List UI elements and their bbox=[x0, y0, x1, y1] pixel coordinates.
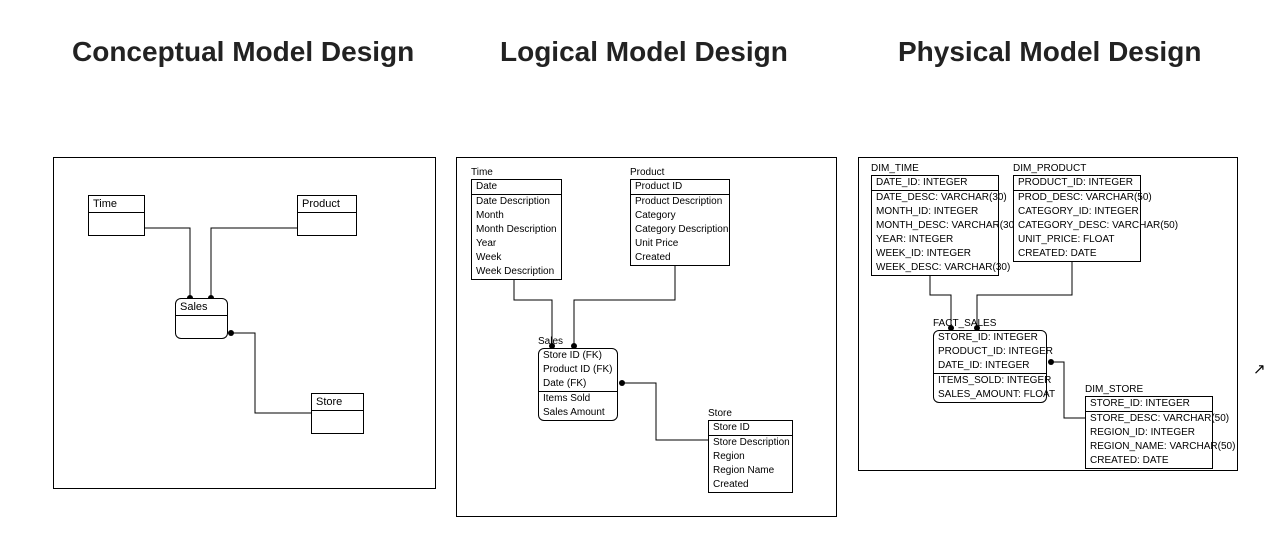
physical-fact_sales-col-row: SALES_AMOUNT: FLOAT bbox=[934, 388, 1046, 402]
entity-product-label: Product bbox=[297, 195, 357, 213]
logical-time-col-row: Year bbox=[472, 237, 561, 251]
logical-table-product-name: Product bbox=[630, 167, 730, 178]
physical-table-fact_sales-name: FACT_SALES bbox=[933, 318, 1047, 329]
logical-table-sales-name: Sales bbox=[538, 336, 618, 347]
logical-table-store-name: Store bbox=[708, 408, 793, 419]
logical-sales-pk-row: Product ID (FK) bbox=[539, 363, 617, 377]
logical-sales-col-row: Sales Amount bbox=[539, 406, 617, 420]
physical-dim_time-col-row: WEEK_DESC: VARCHAR(30) bbox=[872, 261, 998, 275]
physical-dim_time-col-row: MONTH_DESC: VARCHAR(30) bbox=[872, 219, 998, 233]
entity-sales-body bbox=[175, 316, 228, 339]
physical-fact_sales-pk-row: STORE_ID: INTEGER bbox=[934, 331, 1046, 345]
logical-store-pk-row: Store ID bbox=[709, 421, 792, 435]
physical-dim_time-col-row: YEAR: INTEGER bbox=[872, 233, 998, 247]
physical-dim_product-col-row: CATEGORY_DESC: VARCHAR(50) bbox=[1014, 219, 1140, 233]
physical-fact_sales-pk-row: DATE_ID: INTEGER bbox=[934, 359, 1046, 373]
logical-table-store: Store Store IDStore DescriptionRegionRegi… bbox=[708, 408, 793, 493]
physical-fact_sales-pk-row: PRODUCT_ID: INTEGER bbox=[934, 345, 1046, 359]
entity-sales-label: Sales bbox=[175, 298, 228, 316]
logical-store-col-row: Store Description bbox=[709, 436, 792, 450]
physical-dim_time-col-row: WEEK_ID: INTEGER bbox=[872, 247, 998, 261]
physical-dim_time-col-row: MONTH_ID: INTEGER bbox=[872, 205, 998, 219]
physical-fact_sales-col-row: ITEMS_SOLD: INTEGER bbox=[934, 374, 1046, 388]
physical-dim_product-col-row: UNIT_PRICE: FLOAT bbox=[1014, 233, 1140, 247]
logical-store-col-row: Created bbox=[709, 478, 792, 492]
logical-time-col-row: Month bbox=[472, 209, 561, 223]
entity-time-body bbox=[88, 213, 145, 236]
logical-sales-col-row: Items Sold bbox=[539, 392, 617, 406]
logical-time-col-row: Month Description bbox=[472, 223, 561, 237]
entity-store-body bbox=[311, 411, 364, 434]
entity-product: Product bbox=[297, 195, 357, 236]
physical-table-dim_store: DIM_STORE STORE_ID: INTEGERSTORE_DESC: VA… bbox=[1085, 384, 1213, 469]
physical-dim_product-col-row: CREATED: DATE bbox=[1014, 247, 1140, 261]
logical-time-col-row: Week Description bbox=[472, 265, 561, 279]
physical-table-dim_store-name: DIM_STORE bbox=[1085, 384, 1213, 395]
physical-dim_store-col-row: REGION_NAME: VARCHAR(50) bbox=[1086, 440, 1212, 454]
logical-sales-pk-row: Date (FK) bbox=[539, 377, 617, 391]
logical-product-col-row: Category bbox=[631, 209, 729, 223]
entity-time-label: Time bbox=[88, 195, 145, 213]
cursor-icon: ↖ bbox=[1253, 360, 1266, 378]
physical-dim_product-col-row: CATEGORY_ID: INTEGER bbox=[1014, 205, 1140, 219]
logical-table-time: Time DateDate DescriptionMonthMonth Descr… bbox=[471, 167, 562, 280]
physical-dim_store-col-row: REGION_ID: INTEGER bbox=[1086, 426, 1212, 440]
physical-dim_time-col-row: DATE_DESC: VARCHAR(30) bbox=[872, 191, 998, 205]
physical-table-dim_product: DIM_PRODUCT PRODUCT_ID: INTEGERPROD_DESC:… bbox=[1013, 163, 1141, 262]
logical-time-pk-row: Date bbox=[472, 180, 561, 194]
physical-dim_store-pk-row: STORE_ID: INTEGER bbox=[1086, 397, 1212, 411]
logical-sales-pk-row: Store ID (FK) bbox=[539, 349, 617, 363]
physical-title: Physical Model Design bbox=[898, 36, 1201, 68]
entity-store: Store bbox=[311, 393, 364, 434]
entity-time: Time bbox=[88, 195, 145, 236]
physical-dim_product-col-row: PROD_DESC: VARCHAR(50) bbox=[1014, 191, 1140, 205]
logical-store-col-row: Region bbox=[709, 450, 792, 464]
logical-product-col-row: Category Description bbox=[631, 223, 729, 237]
logical-store-col-row: Region Name bbox=[709, 464, 792, 478]
physical-table-dim_product-name: DIM_PRODUCT bbox=[1013, 163, 1141, 174]
logical-time-col-row: Date Description bbox=[472, 195, 561, 209]
physical-dim_product-pk-row: PRODUCT_ID: INTEGER bbox=[1014, 176, 1140, 190]
logical-title: Logical Model Design bbox=[500, 36, 788, 68]
entity-store-label: Store bbox=[311, 393, 364, 411]
physical-dim_store-col-row: CREATED: DATE bbox=[1086, 454, 1212, 468]
logical-product-col-row: Unit Price bbox=[631, 237, 729, 251]
physical-table-dim_time: DIM_TIME DATE_ID: INTEGERDATE_DESC: VARCH… bbox=[871, 163, 999, 276]
conceptual-title: Conceptual Model Design bbox=[72, 36, 414, 68]
logical-time-col-row: Week bbox=[472, 251, 561, 265]
logical-product-col-row: Created bbox=[631, 251, 729, 265]
logical-table-time-name: Time bbox=[471, 167, 562, 178]
physical-dim_time-pk-row: DATE_ID: INTEGER bbox=[872, 176, 998, 190]
logical-table-sales: Sales Store ID (FK)Product ID (FK)Date (F… bbox=[538, 336, 618, 421]
physical-dim_store-col-row: STORE_DESC: VARCHAR(50) bbox=[1086, 412, 1212, 426]
physical-table-fact_sales: FACT_SALES STORE_ID: INTEGERPRODUCT_ID: I… bbox=[933, 318, 1047, 403]
entity-product-body bbox=[297, 213, 357, 236]
logical-product-col-row: Product Description bbox=[631, 195, 729, 209]
logical-table-product: ProductProduct IDProduct DescriptionCate… bbox=[630, 167, 730, 266]
physical-table-dim_time-name: DIM_TIME bbox=[871, 163, 999, 174]
logical-product-pk-row: Product ID bbox=[631, 180, 729, 194]
entity-sales: Sales bbox=[175, 298, 228, 339]
